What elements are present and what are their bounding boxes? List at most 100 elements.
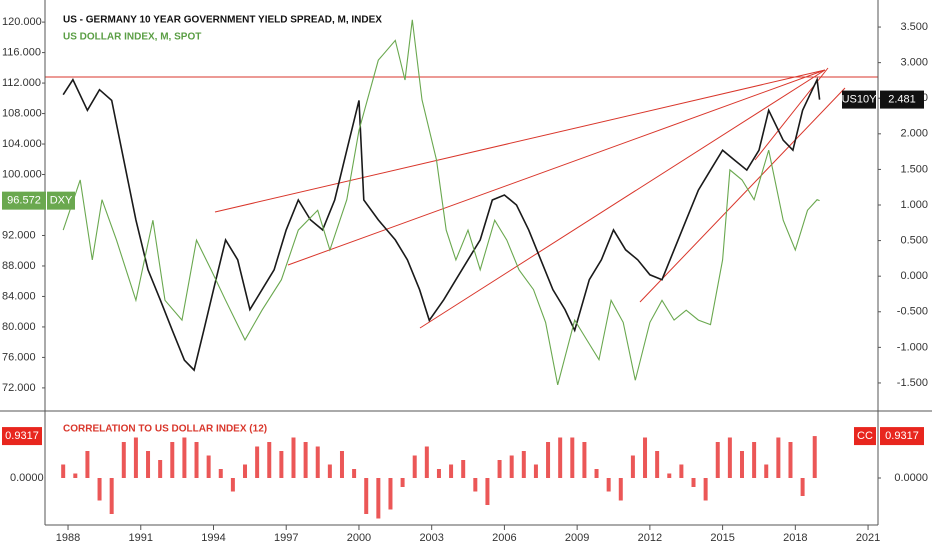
bar [630,455,635,478]
y-tick-label: 100.000 [2,168,42,180]
bar [739,451,744,478]
y2-tick-label: -1.000 [897,341,928,353]
bar [121,442,126,478]
bar [85,451,90,478]
y2-tick-label: 1.000 [900,199,928,211]
y-tick-label: 112.000 [2,77,41,89]
x-tick-label: 2003 [419,532,443,544]
y-tick-label: 0.0000 [10,472,44,484]
y2-tick-label: 2.000 [900,128,928,140]
bar [776,437,781,478]
bar [73,473,78,478]
series-tag-box [854,427,876,446]
bar [352,469,357,478]
bar [485,478,490,505]
bar [546,442,551,478]
bar [679,464,684,478]
bar [255,446,260,478]
x-tick-label: 2012 [638,532,662,544]
bar [509,455,514,478]
bar [218,469,223,478]
y2-tick-label: 0.500 [900,234,928,246]
last-value-label-box [2,427,42,446]
y-tick-label: 80.000 [2,321,36,333]
series-title: US DOLLAR INDEX, M, SPOT [63,32,201,43]
series-line [62,76,821,372]
bar [206,455,211,478]
bar [570,437,575,478]
last-value-label: 0.9317 [5,430,39,442]
y-tick-label: 108.000 [2,107,42,119]
bar [436,469,441,478]
bar [424,446,429,478]
series-line [62,19,820,386]
x-tick-label: 1994 [201,532,225,544]
trend-line [419,69,826,329]
trend-line [214,69,826,213]
last-value-label-box [880,427,924,446]
bar [376,478,381,519]
last-value-label-box [880,90,924,109]
bar [109,478,114,514]
bar [521,451,526,478]
bar [412,455,417,478]
last-value-label: 96.572 [7,195,41,207]
bar [594,469,599,478]
bar [497,460,502,478]
x-tick-label: 1988 [56,532,80,544]
y2-tick-label: -1.500 [897,377,928,389]
y2-tick-label: -0.500 [897,306,928,318]
bar [158,460,163,478]
y2-tick-label: 3.500 [900,21,928,33]
bar [558,437,563,478]
bar [267,442,272,478]
series-tag: DXY [50,195,73,207]
y-tick-label: 116.000 [2,46,41,58]
bar [812,436,817,478]
series-tag: CC [857,430,873,442]
bar [327,464,332,478]
bar [339,451,344,478]
bar [606,478,611,492]
bar [715,442,720,478]
bar [461,460,466,478]
last-value-label: 2.481 [888,93,916,105]
bar [364,478,369,514]
trend-line [639,87,846,303]
x-tick-label: 2015 [710,532,734,544]
bar [752,442,757,478]
bar [764,464,769,478]
y-tick-label: 104.000 [2,138,42,150]
bar [194,442,199,478]
x-tick-label: 2021 [856,532,880,544]
bar [388,478,393,510]
y2-tick-label: 3.000 [900,57,928,69]
bar [800,478,805,496]
bar [655,451,660,478]
indicator-title: CORRELATION TO US DOLLAR INDEX (12) [63,424,267,435]
bar [230,478,235,492]
y-tick-label: 120.000 [2,16,42,28]
series-tag: US10Y [842,93,878,105]
x-tick-label: 2000 [347,532,371,544]
trend-line [287,69,826,266]
bar [170,442,175,478]
bar [618,478,623,501]
bar [400,478,405,487]
bar [133,437,138,478]
y2-tick-label: 0.0000 [894,472,928,484]
y-tick-label: 72.000 [2,382,36,394]
bar [146,451,151,478]
bar [582,442,587,478]
x-tick-label: 2006 [492,532,516,544]
bar [727,437,732,478]
x-tick-label: 2009 [565,532,589,544]
y2-tick-label: 1.500 [900,163,928,175]
bar [61,464,66,478]
bar [279,451,284,478]
bar [291,437,296,478]
last-value-label: 0.9317 [885,430,919,442]
x-tick-label: 1997 [274,532,298,544]
bar [315,446,320,478]
